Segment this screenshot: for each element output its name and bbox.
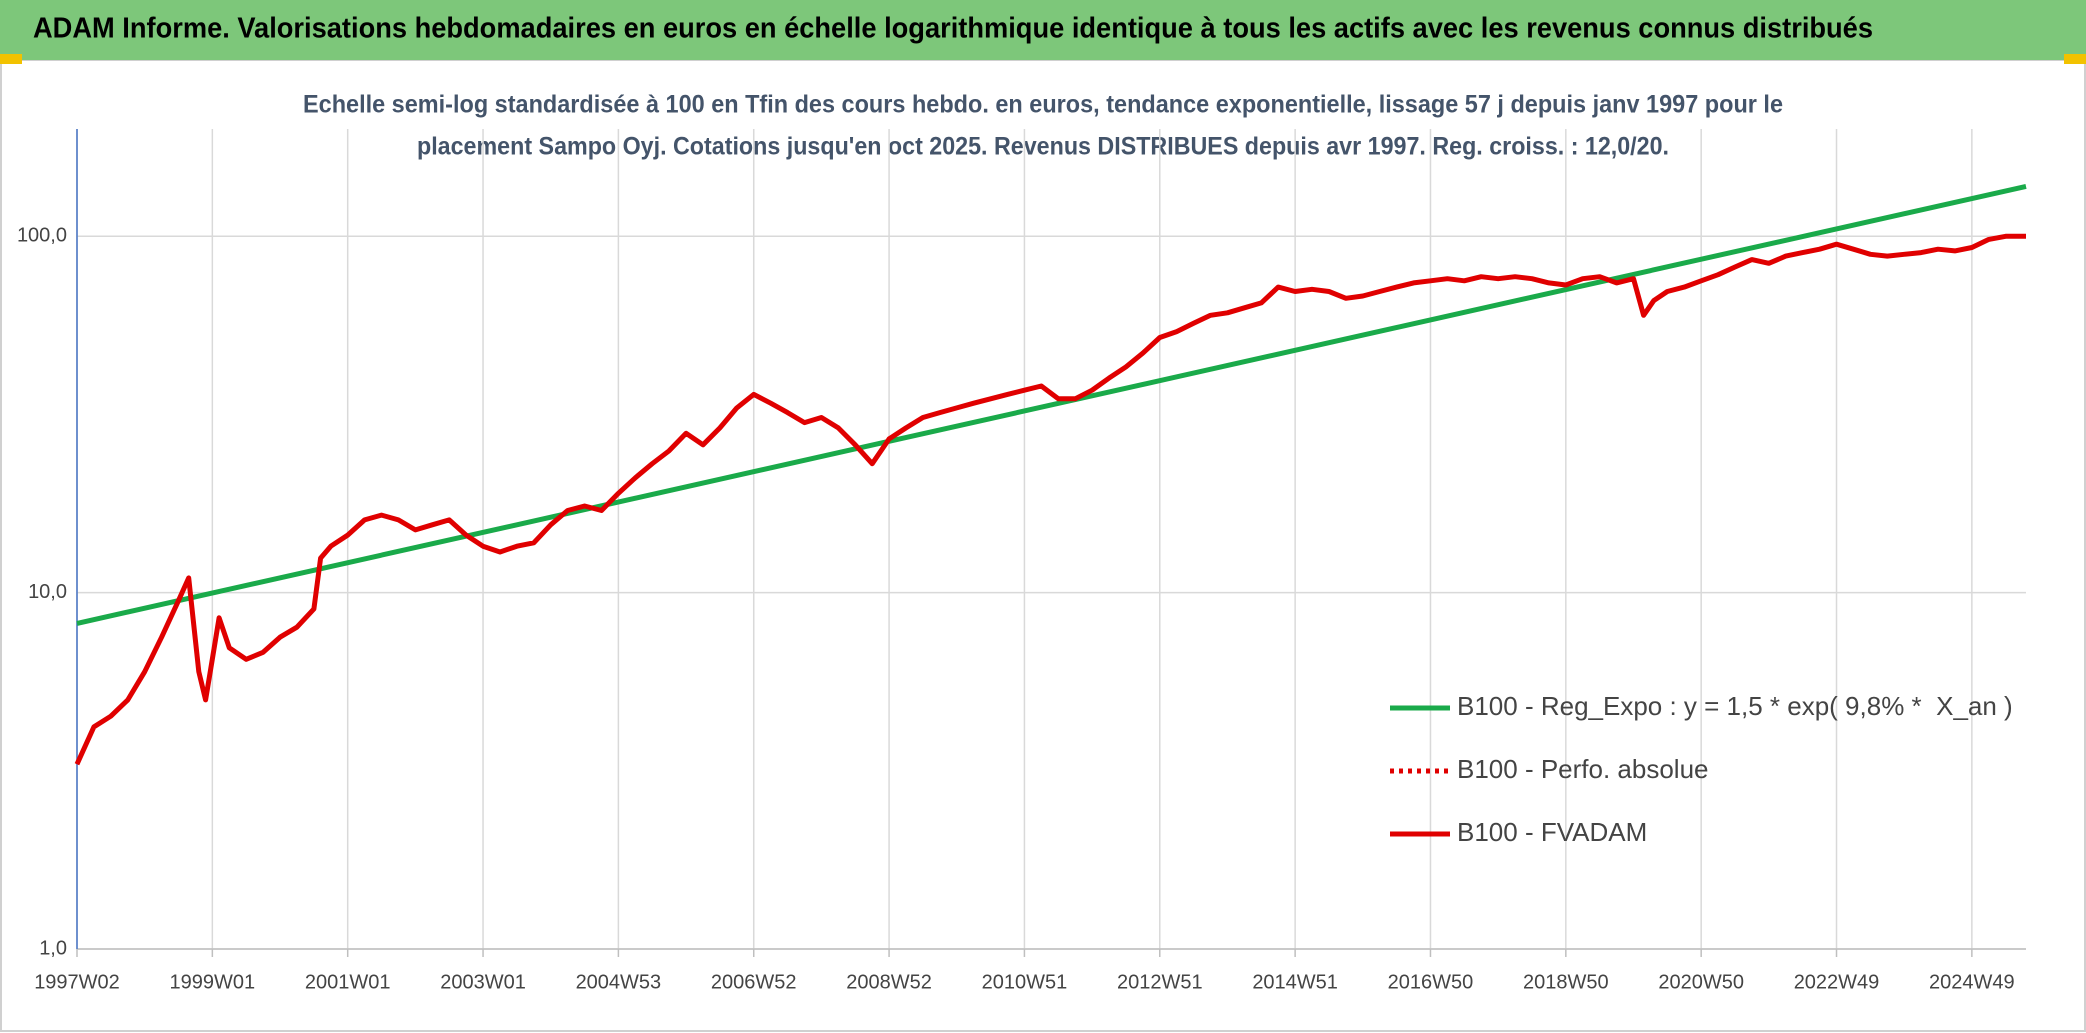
- x-tick-label: 2010W51: [982, 971, 1068, 993]
- x-tick-label: 1997W02: [34, 971, 120, 993]
- x-tick-label: 2020W50: [1658, 971, 1744, 993]
- corner: [2064, 54, 2086, 64]
- x-tick-label: 2022W49: [1794, 971, 1880, 993]
- y-tick-label: 10,0: [28, 581, 67, 603]
- x-tick-label: 2014W51: [1252, 971, 1338, 993]
- x-tick-label: 2024W49: [1929, 971, 2015, 993]
- x-tick-label: 2016W50: [1388, 971, 1474, 993]
- legend-label: B100 - Perfo. absolue: [1457, 754, 1709, 784]
- legend: B100 - Reg_Expo : y = 1,5 * exp( 9,8% * …: [1390, 691, 2013, 847]
- x-tick-label: 2004W53: [576, 971, 662, 993]
- chart-subtitle: placement Sampo Oyj. Cotations jusqu'en …: [417, 133, 1669, 161]
- title-banner: [0, 0, 2086, 60]
- x-tick-label: 2006W52: [711, 971, 797, 993]
- y-tick-label: 100,0: [17, 225, 67, 247]
- chart-title: ADAM Informe. Valorisations hebdomadaire…: [33, 13, 1873, 45]
- x-tick-label: 2001W01: [305, 971, 391, 993]
- chart-subtitle: Echelle semi-log standardisée à 100 en T…: [303, 91, 1783, 119]
- legend-label: B100 - Reg_Expo : y = 1,5 * exp( 9,8% * …: [1457, 691, 2013, 721]
- x-tick-label: 1999W01: [170, 971, 256, 993]
- x-tick-label: 2018W50: [1523, 971, 1609, 993]
- grid: 1,0 10,0 100,0 1997W02 1999W01 2001W01 2003W01…: [17, 129, 2026, 993]
- series-line: [74, 233, 2026, 766]
- x-tick-label: 2003W01: [440, 971, 526, 993]
- y-tick-label: 1,0: [39, 937, 67, 959]
- corner: [0, 54, 22, 64]
- series-line: [76, 183, 2027, 626]
- legend-label: B100 - FVADAM: [1457, 817, 1647, 847]
- plot: [74, 183, 2027, 766]
- x-tick-label: 2008W52: [846, 971, 932, 993]
- x-tick-label: 2012W51: [1117, 971, 1203, 993]
